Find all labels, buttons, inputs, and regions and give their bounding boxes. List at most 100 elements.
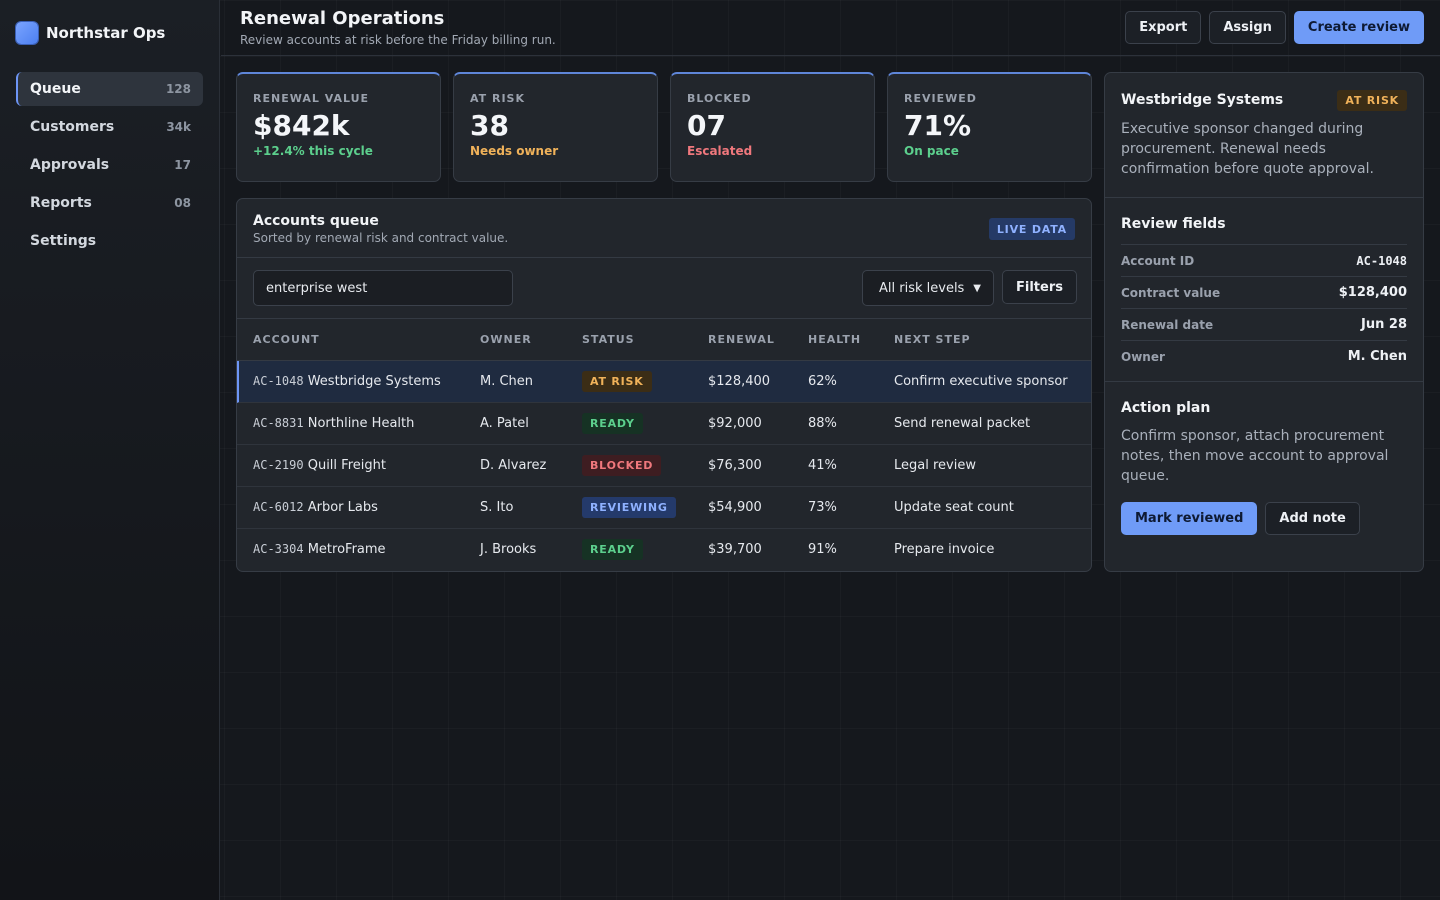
- detail-summary: Executive sponsor changed during procure…: [1121, 121, 1374, 177]
- account-cell: AC-2190 Quill Freight: [253, 458, 386, 473]
- column-header-renewal[interactable]: RENEWAL: [708, 333, 775, 346]
- account-id: AC-1048: [253, 374, 304, 388]
- stat-label: AT RISK: [470, 92, 526, 105]
- next-step-cell: Update seat count: [894, 500, 1014, 515]
- sidebar-item-approvals[interactable]: Approvals 17: [16, 148, 203, 182]
- owner-cell: D. Alvarez: [480, 458, 547, 473]
- header-actions: Export Assign Create review: [1117, 11, 1424, 44]
- field-value: M. Chen: [1347, 349, 1407, 364]
- field-label: Contract value: [1121, 285, 1221, 300]
- sidebar-item-customers[interactable]: Customers 34k: [16, 110, 203, 144]
- risk-level-select[interactable]: All risk levels ▼: [862, 270, 994, 306]
- queue-title: Accounts queue: [253, 213, 379, 229]
- column-header-account[interactable]: ACCOUNT: [253, 333, 320, 346]
- add-note-button[interactable]: Add note: [1265, 502, 1360, 535]
- field-value: $128,400: [1338, 285, 1407, 300]
- field-owner: Owner M. Chen: [1121, 340, 1407, 372]
- field-account-id: Account ID AC-1048: [1121, 244, 1407, 276]
- action-plan-buttons: Mark reviewed Add note: [1121, 502, 1407, 535]
- next-step-cell: Confirm executive sponsor: [894, 374, 1068, 389]
- detail-status-badge: AT RISK: [1337, 90, 1407, 111]
- queue-toolbar: All risk levels ▼ Filters: [237, 258, 1091, 319]
- owner-cell: S. Ito: [480, 500, 514, 515]
- stat-note: +12.4% this cycle: [253, 144, 373, 158]
- account-cell: AC-6012 Arbor Labs: [253, 500, 378, 515]
- owner-cell: M. Chen: [480, 374, 534, 389]
- table-row[interactable]: AC-2190 Quill Freight D. Alvarez BLOCKED…: [237, 445, 1091, 487]
- status-badge: READY: [582, 539, 643, 560]
- column-header-next-step[interactable]: NEXT STEP: [894, 333, 971, 346]
- review-fields-title: Review fields: [1121, 216, 1226, 232]
- health-cell: 41%: [808, 458, 837, 473]
- action-plan-text: Confirm sponsor, attach procurement note…: [1121, 428, 1389, 484]
- filters-button[interactable]: Filters: [1002, 270, 1077, 304]
- action-plan: Action plan Confirm sponsor, attach proc…: [1105, 382, 1423, 535]
- status-badge: BLOCKED: [582, 455, 662, 476]
- sidebar-item-queue[interactable]: Queue 128: [16, 72, 203, 106]
- stat-value: $842k: [253, 109, 350, 142]
- table-row[interactable]: AC-1048 Westbridge Systems M. Chen AT RI…: [237, 361, 1091, 403]
- stats-row: RENEWAL VALUE $842k +12.4% this cycle AT…: [236, 72, 1104, 182]
- export-button[interactable]: Export: [1125, 11, 1202, 44]
- brand-logo-icon: [16, 22, 38, 44]
- sidebar-nav: Queue 128 Customers 34k Approvals 17 Rep…: [16, 72, 203, 262]
- table-row[interactable]: AC-8831 Northline Health A. Patel READY …: [237, 403, 1091, 445]
- column-header-health[interactable]: HEALTH: [808, 333, 862, 346]
- column-header-owner[interactable]: OWNER: [480, 333, 532, 346]
- account-name: Westbridge Systems: [307, 374, 441, 389]
- stat-card-renewal-value: RENEWAL VALUE $842k +12.4% this cycle: [236, 72, 441, 182]
- review-fields: Review fields Account ID AC-1048 Contrac…: [1105, 198, 1423, 382]
- field-label: Account ID: [1121, 253, 1195, 268]
- stat-value: 07: [687, 109, 726, 142]
- sidebar-item-settings[interactable]: Settings: [16, 224, 203, 258]
- account-cell: AC-8831 Northline Health: [253, 416, 414, 431]
- account-detail-panel: Westbridge Systems AT RISK Executive spo…: [1104, 72, 1424, 572]
- sidebar-item-label: Approvals: [30, 157, 110, 173]
- page-subtitle: Review accounts at risk before the Frida…: [240, 33, 556, 47]
- assign-button[interactable]: Assign: [1209, 11, 1286, 44]
- sidebar-item-count: 17: [174, 158, 191, 172]
- renewal-cell: $76,300: [708, 458, 762, 473]
- sidebar-item-label: Queue: [30, 81, 81, 97]
- detail-account-name: Westbridge Systems: [1121, 92, 1284, 108]
- stat-card-at-risk: AT RISK 38 Needs owner: [453, 72, 658, 182]
- renewal-cell: $128,400: [708, 374, 771, 389]
- table-row[interactable]: AC-3304 MetroFrame J. Brooks READY $39,7…: [237, 529, 1091, 571]
- live-data-badge: LIVE DATA: [988, 218, 1075, 240]
- stat-label: BLOCKED: [687, 92, 752, 105]
- field-value: AC-1048: [1356, 253, 1407, 268]
- brand[interactable]: Northstar Ops: [16, 22, 165, 44]
- sidebar-item-reports[interactable]: Reports 08: [16, 186, 203, 220]
- page-title: Renewal Operations: [240, 8, 445, 29]
- status-badge: AT RISK: [582, 371, 652, 392]
- field-renewal-date: Renewal date Jun 28: [1121, 308, 1407, 340]
- stat-card-reviewed: REVIEWED 71% On pace: [887, 72, 1092, 182]
- stat-value: 71%: [904, 109, 972, 142]
- field-label: Owner: [1121, 349, 1165, 364]
- search-input[interactable]: [253, 270, 513, 306]
- account-name: Quill Freight: [307, 458, 386, 473]
- queue-subtitle: Sorted by renewal risk and contract valu…: [253, 231, 509, 245]
- health-cell: 73%: [808, 500, 837, 515]
- mark-reviewed-button[interactable]: Mark reviewed: [1121, 502, 1258, 535]
- next-step-cell: Legal review: [894, 458, 976, 473]
- table-row[interactable]: AC-6012 Arbor Labs S. Ito REVIEWING $54,…: [237, 487, 1091, 529]
- account-id: AC-8831: [253, 416, 304, 430]
- brand-name: Northstar Ops: [46, 24, 166, 42]
- owner-cell: J. Brooks: [480, 542, 537, 557]
- table-header: ACCOUNT OWNER STATUS RENEWAL HEALTH NEXT…: [237, 319, 1091, 361]
- create-review-button[interactable]: Create review: [1293, 11, 1424, 44]
- status-badge: READY: [582, 413, 643, 434]
- account-cell: AC-3304 MetroFrame: [253, 542, 386, 557]
- stat-label: REVIEWED: [904, 92, 977, 105]
- account-cell: AC-1048 Westbridge Systems: [253, 374, 441, 389]
- column-header-status[interactable]: STATUS: [582, 333, 635, 346]
- health-cell: 91%: [808, 542, 837, 557]
- next-step-cell: Prepare invoice: [894, 542, 995, 557]
- account-name: MetroFrame: [307, 542, 386, 557]
- stat-note: Needs owner: [470, 144, 559, 158]
- stat-card-blocked: BLOCKED 07 Escalated: [670, 72, 875, 182]
- risk-level-select-value: All risk levels: [879, 280, 965, 296]
- account-summary: Westbridge Systems AT RISK Executive spo…: [1105, 73, 1423, 198]
- health-cell: 62%: [808, 374, 837, 389]
